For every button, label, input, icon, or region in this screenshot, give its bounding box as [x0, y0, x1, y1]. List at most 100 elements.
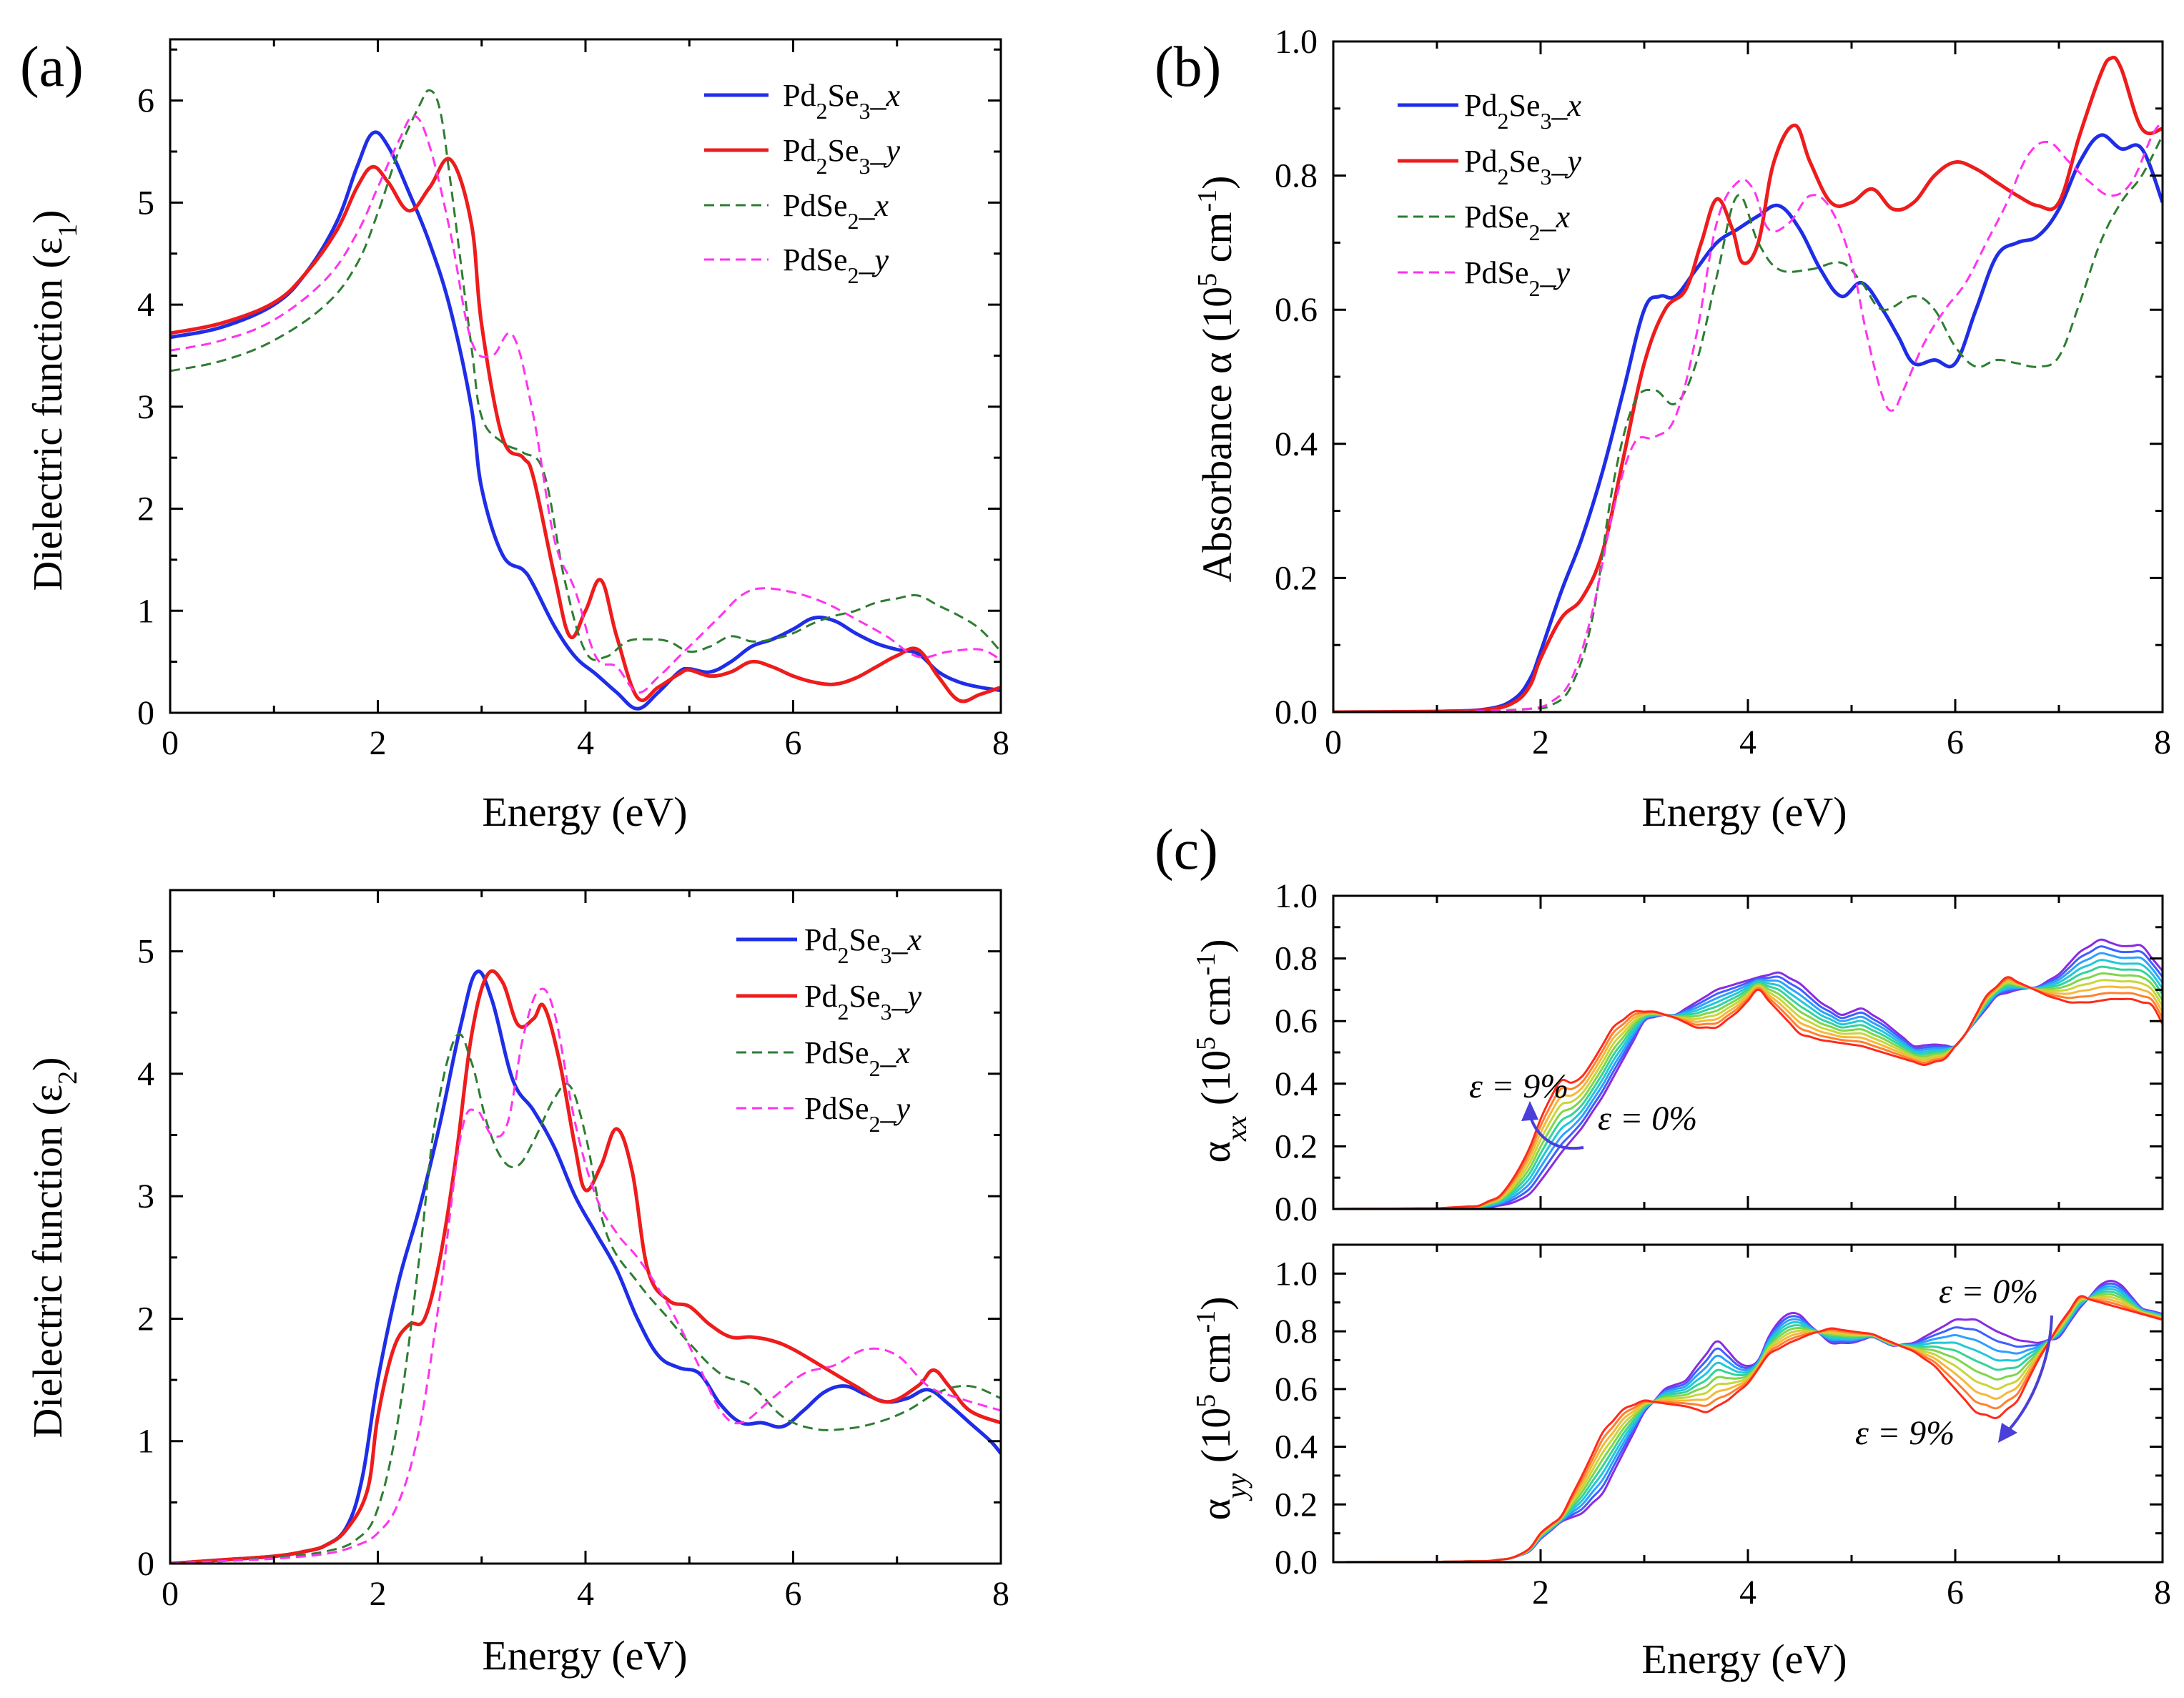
series-b-pd2se3_x [1333, 133, 2163, 712]
c-top-y-label: αxx (105 cm-1) [1191, 939, 1252, 1163]
xtick-label-b: 6 [1947, 724, 1964, 761]
xtick-label-b: 0 [1325, 724, 1342, 761]
series-a_bottom-pdse2_x [170, 1032, 1001, 1564]
c-bottom-annotation-9pct: ε = 9% [1855, 1414, 1955, 1452]
series-c_bottom-strain-4pct [1333, 1290, 2163, 1562]
a-bottom-y-label: Dielectric function (ε2) [24, 1057, 83, 1438]
ytick-label-c_bottom: 1.0 [1275, 1255, 1318, 1293]
ytick-label-a_bottom: 5 [137, 933, 154, 971]
series-a_top-pd2se3_x [170, 130, 1001, 711]
legend-a-bottom-label-pdse2-y: PdSe2_y [804, 1091, 910, 1137]
ytick-label-c_bottom: 0.4 [1275, 1428, 1318, 1466]
xtick-label-a_top: 2 [370, 724, 387, 762]
ytick-label-a_top: 3 [137, 388, 154, 426]
legend-a-bottom-label-pd2se3-x: Pd2Se3_x [804, 922, 921, 968]
series-c_top-strain-7pct [1333, 979, 2163, 1209]
xtick-label-b: 2 [1532, 724, 1549, 761]
legend-a-bottom-label-pd2se3-y: Pd2Se3_y [804, 979, 921, 1025]
chart-a-epsilon2: 0 2 4 6 8 0 1 2 3 4 5 [137, 889, 1009, 1613]
ytick-label-c_bottom: 0.2 [1275, 1486, 1318, 1524]
xtick-label-a_top: 8 [992, 724, 1009, 762]
ytick-label-a_top: 0 [137, 694, 154, 732]
c-top-strain-arrow [1528, 1115, 1584, 1150]
ytick-label-a_bottom: 3 [137, 1178, 154, 1215]
ytick-label-c_bottom: 0.0 [1275, 1544, 1318, 1581]
xtick-label-a_bottom: 4 [577, 1575, 594, 1613]
b-y-label: Absorbance α (105 cm-1) [1192, 175, 1240, 582]
panel-letter-c: (c) [1155, 819, 1218, 882]
legend-a-top-label-pdse2-x: PdSe2_x [783, 188, 889, 234]
frame-b [1332, 40, 2164, 714]
ytick-label-c_top: 0.4 [1275, 1065, 1318, 1103]
series-c_top-strain-6pct [1333, 979, 2163, 1209]
legend-a-top-label-pdse2-y: PdSe2_y [783, 242, 889, 288]
frame-c_top [1332, 894, 2164, 1210]
xtick-label-c_bottom: 2 [1532, 1574, 1549, 1611]
chart-c-alpha-xx: 0.0 0.2 0.4 0.6 0.8 1.0 [1275, 877, 2164, 1228]
ytick-label-a_bottom: 0 [137, 1545, 154, 1583]
a-top-y-label: Dielectric function (ε1) [24, 210, 83, 591]
legend-b-label-pd2se3-y: Pd2Se3_y [1464, 144, 1581, 189]
c-x-label: Energy (eV) [1641, 1636, 1847, 1682]
legend-a-top-label-pd2se3-x: Pd2Se3_x [783, 78, 900, 124]
ytick-label-c_top: 1.0 [1275, 877, 1318, 915]
series-c_bottom-strain-6pct [1333, 1295, 2163, 1562]
ytick-label-c_top: 0.0 [1275, 1190, 1318, 1228]
series-c_bottom-strain-1pct [1333, 1282, 2163, 1562]
xtick-label-a_bottom: 0 [162, 1575, 179, 1613]
panel-letter-b: (b) [1155, 36, 1221, 99]
series-c_bottom-strain-0pct [1333, 1280, 2163, 1562]
ytick-label-a_bottom: 4 [137, 1055, 154, 1093]
b-x-label: Energy (eV) [1641, 789, 1847, 835]
series-c_top-strain-5pct [1333, 972, 2163, 1209]
ytick-label-c_bottom: 0.8 [1275, 1313, 1318, 1351]
ytick-label-b: 0.0 [1275, 693, 1318, 731]
chart-b-absorbance: 0 2 4 6 8 0.0 0.2 0.4 0.6 0.8 1.0 [1275, 23, 2171, 761]
series-b-pdse2_y [1333, 121, 2163, 712]
series-a_top-pdse2_y [170, 114, 1001, 694]
series-c_bottom-strain-7pct [1333, 1297, 2163, 1562]
series-a_top-pd2se3_y [170, 157, 1001, 704]
series-b-pd2se3_y [1333, 55, 2163, 712]
ytick-label-c_top: 0.2 [1275, 1127, 1318, 1165]
xtick-label-a_top: 0 [162, 724, 179, 762]
xtick-label-b: 4 [1739, 724, 1756, 761]
xtick-label-c_bottom: 6 [1947, 1574, 1964, 1611]
legend-b-label-pdse2-x: PdSe2_x [1464, 199, 1570, 245]
ytick-label-b: 0.4 [1275, 425, 1318, 463]
ytick-label-b: 0.6 [1275, 291, 1318, 329]
ytick-label-a_bottom: 1 [137, 1423, 154, 1461]
legend-a-bottom-label-pdse2-x: PdSe2_x [804, 1035, 910, 1081]
xtick-label-a_bottom: 2 [370, 1575, 387, 1613]
panel-letter-a: (a) [20, 36, 84, 99]
c-top-annotation-0pct: ε = 0% [1598, 1100, 1697, 1137]
ytick-label-c_top: 0.6 [1275, 1002, 1318, 1040]
ytick-label-b: 0.2 [1275, 559, 1318, 597]
legend-a-top-label-pd2se3-y: Pd2Se3_y [783, 133, 900, 179]
legend-b: Pd2Se3_x Pd2Se3_y PdSe2_x PdSe2_y [1398, 88, 1581, 301]
a-bottom-x-label: Energy (eV) [482, 1632, 687, 1679]
xtick-label-a_bottom: 8 [992, 1575, 1009, 1613]
c-top-strain-arrowhead [1521, 1101, 1538, 1121]
chart-a-epsilon1: 0 2 4 6 8 0 1 2 3 4 5 6 [137, 38, 1009, 762]
series-c_top-strain-4pct [1333, 965, 2163, 1209]
ytick-label-a_top: 5 [137, 184, 154, 222]
ytick-label-a_top: 4 [137, 286, 154, 324]
ytick-label-b: 0.8 [1275, 157, 1318, 195]
c-top-annotation-9pct: ε = 9% [1469, 1067, 1568, 1105]
legend-b-label-pd2se3-x: Pd2Se3_x [1464, 88, 1581, 134]
xtick-label-a_top: 4 [577, 724, 594, 762]
chart-c-alpha-yy: 2 4 6 8 0.0 0.2 0.4 0.6 0.8 1.0 [1275, 1243, 2171, 1611]
xtick-label-b: 8 [2154, 724, 2171, 761]
xtick-label-a_bottom: 6 [785, 1575, 802, 1613]
legend-a-bottom: Pd2Se3_x Pd2Se3_y PdSe2_x PdSe2_y [736, 922, 921, 1137]
series-c_bottom-strain-8pct [1333, 1295, 2163, 1562]
series-c_top-strain-8pct [1333, 977, 2163, 1209]
ytick-label-a_top: 2 [137, 490, 154, 528]
series-c_bottom-strain-5pct [1333, 1293, 2163, 1562]
xtick-label-a_top: 6 [785, 724, 802, 762]
series-a_bottom-pd2se3_y [170, 969, 1001, 1564]
series-c_top-strain-9pct [1333, 976, 2163, 1209]
ytick-label-a_top: 1 [137, 592, 154, 630]
